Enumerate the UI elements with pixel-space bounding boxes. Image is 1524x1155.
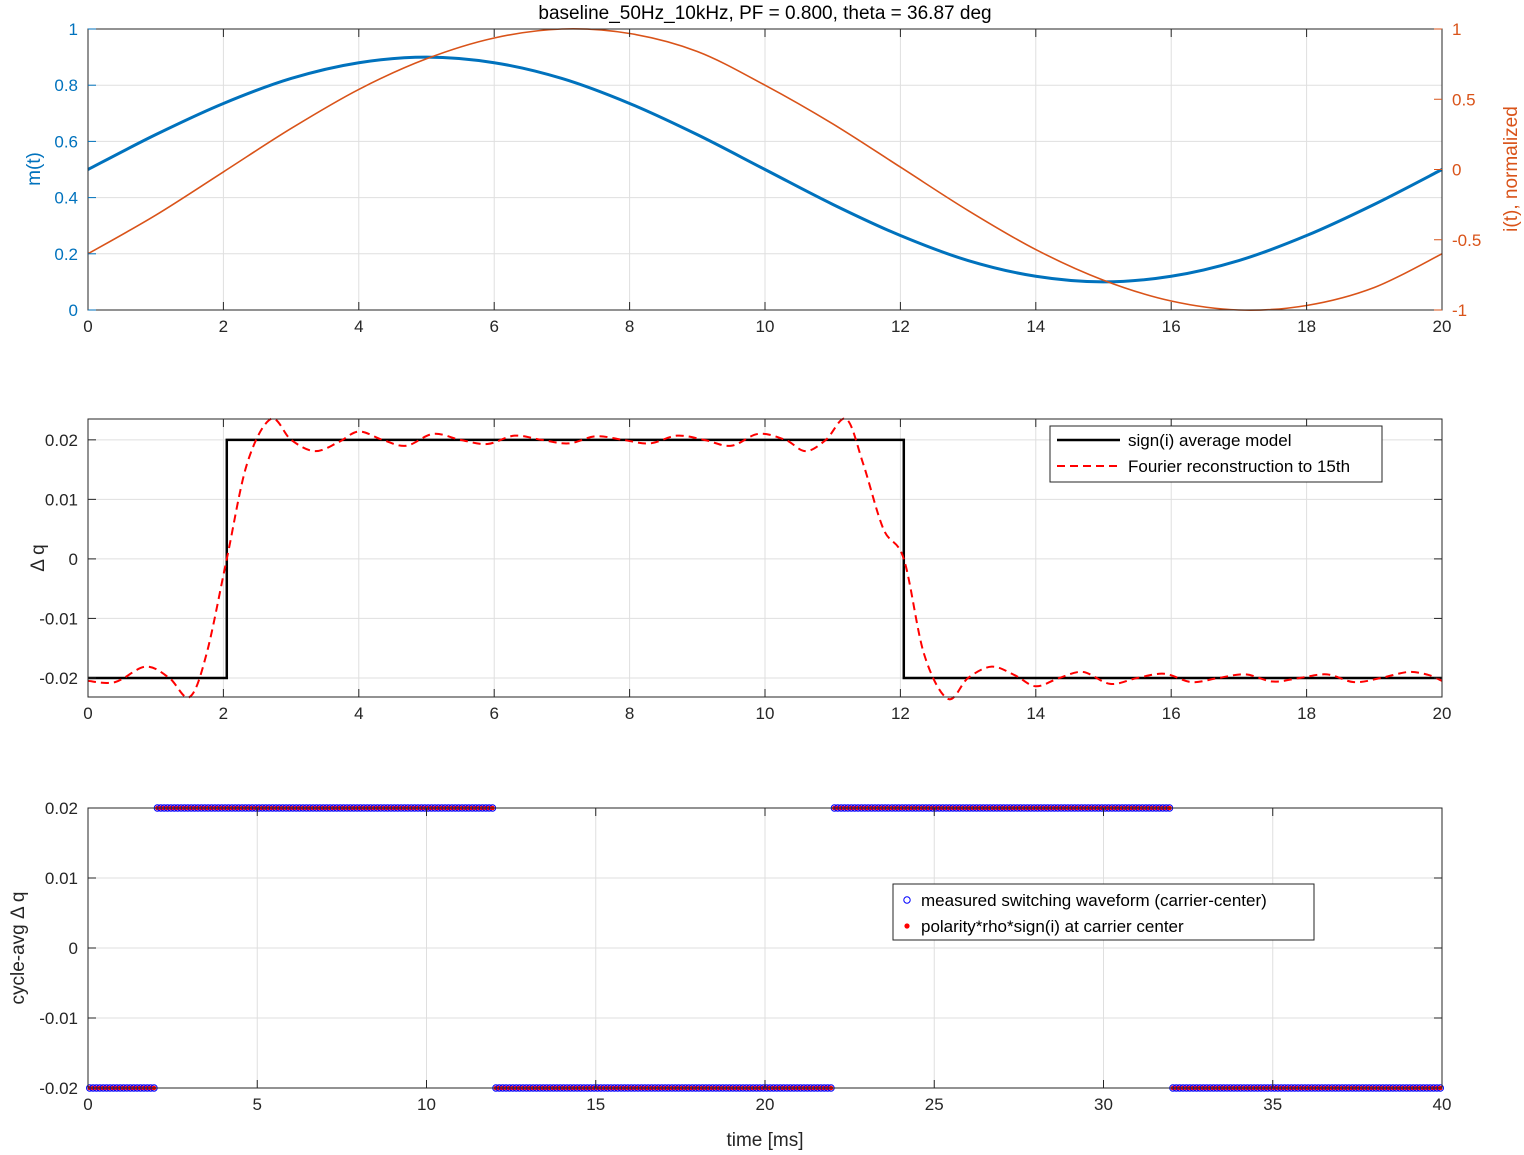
y-tick-label: 0.2 [54, 245, 78, 264]
sample-segment-2 [153, 804, 497, 812]
y-tick-label: 0.02 [45, 799, 78, 818]
x-tick-label: 10 [756, 317, 775, 336]
y-tick-label: 0 [69, 939, 78, 958]
x-tick-label: 4 [354, 317, 363, 336]
x-tick-label: 2 [219, 704, 228, 723]
y2-tick-label: 0.5 [1452, 90, 1476, 109]
y-tick-label: 0 [69, 550, 78, 569]
x-tick-label: 0 [83, 1095, 92, 1114]
x-tick-label: 20 [1433, 704, 1452, 723]
x-tick-label: 0 [83, 704, 92, 723]
x-tick-label: 18 [1297, 317, 1316, 336]
y2-tick-label: 1 [1452, 20, 1461, 39]
ticks-2: 0 2 4 6 8 10 12 14 16 18 20 -0.02 -0.01 0 0.01 0.02 [39, 419, 1451, 723]
ticks-1: 0 2 4 6 8 10 12 14 16 18 20 0 0.2 0.4 0.6 0.8 1 -1 -0.5 0 0.… [54, 20, 1481, 336]
legend-2: sign(i) average model Fourier reconstruc… [1049, 425, 1383, 483]
x-tick-label: 20 [1433, 317, 1452, 336]
subplot-3: 0 5 10 15 20 25 30 35 40 -0.02 -0.01 0 0.01 0.02 cycl… [8, 799, 1451, 1151]
x-tick-label: 18 [1297, 704, 1316, 723]
y-tick-label: 0.01 [45, 869, 78, 888]
legend-label-sign-model: sign(i) average model [1128, 431, 1291, 450]
x-tick-label: 30 [1094, 1095, 1113, 1114]
x-tick-label: 2 [219, 317, 228, 336]
y-axis-label-2: Δ q [28, 544, 49, 572]
x-tick-label: 16 [1162, 704, 1181, 723]
x-tick-label: 8 [625, 704, 634, 723]
x-tick-label: 25 [925, 1095, 944, 1114]
y2-tick-label: -1 [1452, 301, 1467, 320]
y-axis-label-3: cycle-avg Δ q [8, 891, 29, 1004]
x-tick-label: 12 [891, 704, 910, 723]
legend-swatch-polarity [904, 923, 910, 929]
y-axis-label-1: m(t) [24, 152, 45, 186]
legend-label-polarity: polarity*rho*sign(i) at carrier center [921, 917, 1184, 936]
chart-title-1: baseline_50Hz_10kHz, PF = 0.800, theta =… [538, 3, 991, 24]
x-tick-label: 4 [354, 704, 363, 723]
x-tick-label: 5 [253, 1095, 262, 1114]
legend-box-2 [1049, 425, 1383, 483]
y2-axis-label-1: i(t), normalized [1501, 106, 1522, 232]
y-tick-label: 0 [69, 301, 78, 320]
legend-swatch-measured [903, 896, 911, 904]
y-tick-label: 1 [69, 20, 78, 39]
y-tick-label: -0.01 [39, 609, 78, 628]
subplot-1: 0 2 4 6 8 10 12 14 16 18 20 0 0.2 0.4 0.6 0.8 1 -1 -0.5 0 0.… [24, 3, 1522, 336]
marks-1 [87, 28, 1443, 311]
legend-box-3 [892, 883, 1315, 941]
x-tick-label: 6 [489, 317, 498, 336]
x-tick-label: 35 [1263, 1095, 1282, 1114]
x-tick-label: 14 [1026, 704, 1045, 723]
series-line-sign-model [88, 438, 1442, 680]
y-tick-label: 0.4 [54, 189, 78, 208]
y-tick-label: 0.6 [54, 132, 78, 151]
x-tick-label: 0 [83, 317, 92, 336]
ticks-3: 0 5 10 15 20 25 30 35 40 -0.02 -0.01 0 0.01 0.02 [39, 799, 1451, 1114]
x-tick-label: 16 [1162, 317, 1181, 336]
y2-tick-label: 0 [1452, 161, 1461, 180]
x-tick-label: 6 [489, 704, 498, 723]
x-tick-label: 8 [625, 317, 634, 336]
y-tick-label: 0.01 [45, 490, 78, 509]
subplot-2: 0 2 4 6 8 10 12 14 16 18 20 -0.02 -0.01 0 0.01 0.02 Δ q… [28, 417, 1451, 723]
series-line-i [87, 28, 1443, 311]
y-tick-label: -0.01 [39, 1009, 78, 1028]
marks-2 [87, 417, 1443, 701]
x-tick-label: 40 [1433, 1095, 1452, 1114]
legend-3: measured switching waveform (carrier-cen… [892, 883, 1315, 941]
legend-label-fourier: Fourier reconstruction to 15th [1128, 457, 1350, 476]
series-line-m [87, 55, 1443, 284]
y-tick-label: -0.02 [39, 1079, 78, 1098]
x-tick-label: 20 [756, 1095, 775, 1114]
y-tick-label: 0.8 [54, 76, 78, 95]
x-axis-label-3: time [ms] [726, 1130, 803, 1151]
x-tick-label: 14 [1026, 317, 1045, 336]
y-tick-label: -0.02 [39, 669, 78, 688]
x-tick-label: 10 [417, 1095, 436, 1114]
y2-tick-label: -0.5 [1452, 231, 1481, 250]
legend-label-measured: measured switching waveform (carrier-cen… [921, 891, 1267, 910]
y-tick-label: 0.02 [45, 431, 78, 450]
x-tick-label: 10 [756, 704, 775, 723]
x-tick-label: 15 [586, 1095, 605, 1114]
x-tick-label: 12 [891, 317, 910, 336]
